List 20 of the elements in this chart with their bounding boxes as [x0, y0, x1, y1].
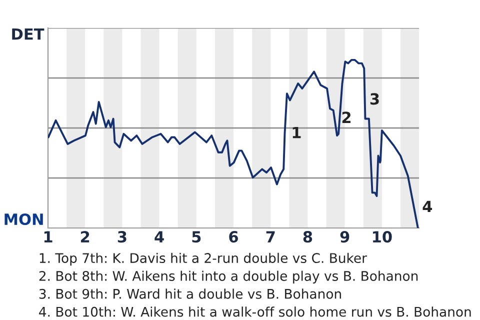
annotation: 3	[370, 93, 379, 105]
x-tick-label: 1	[44, 231, 52, 242]
text: DET	[12, 28, 44, 40]
x-tick-label: 2	[80, 231, 90, 242]
text: MON	[4, 213, 43, 226]
x-tick-label: 4	[154, 231, 164, 242]
x-tick-label: 10	[373, 231, 392, 243]
text: 1. Top 7th: K. Davis hit a 2-run double vs C. Buker	[40, 252, 367, 266]
x-tick-label: 3	[118, 231, 126, 243]
x-tick-label: 5	[192, 231, 201, 243]
x-tick-label: 9	[340, 231, 350, 243]
annotation: 4	[422, 200, 432, 212]
text: 4. Bot 10th: W. Aikens hit a walk-off solo home run vs B. Bohanon	[39, 306, 471, 317]
x-tick-label: 6	[229, 231, 238, 243]
text: 2. Bot 8th: W. Aikens hit into a double play vs B. Bohanon	[39, 270, 418, 284]
annotation: 2	[342, 112, 351, 123]
x-tick-label: 7	[266, 231, 275, 242]
annotation: 1	[292, 126, 301, 138]
x-tick-label: 8	[303, 231, 312, 243]
text: 3. Bot 9th: P. Ward hit a double vs B. Bohanon	[39, 288, 341, 299]
